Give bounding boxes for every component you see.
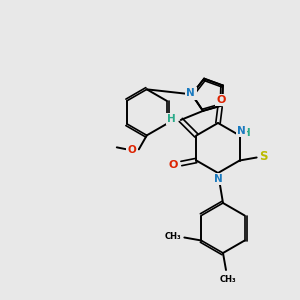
Text: S: S <box>260 150 268 163</box>
Text: N: N <box>214 174 222 184</box>
Text: N: N <box>186 88 195 98</box>
Text: N: N <box>237 125 246 136</box>
Text: O: O <box>216 95 226 105</box>
Text: O: O <box>128 146 136 155</box>
Text: CH₃: CH₃ <box>220 275 236 284</box>
Text: H: H <box>242 128 251 137</box>
Text: O: O <box>169 160 178 170</box>
Text: H: H <box>167 114 176 124</box>
Text: CH₃: CH₃ <box>165 232 181 241</box>
